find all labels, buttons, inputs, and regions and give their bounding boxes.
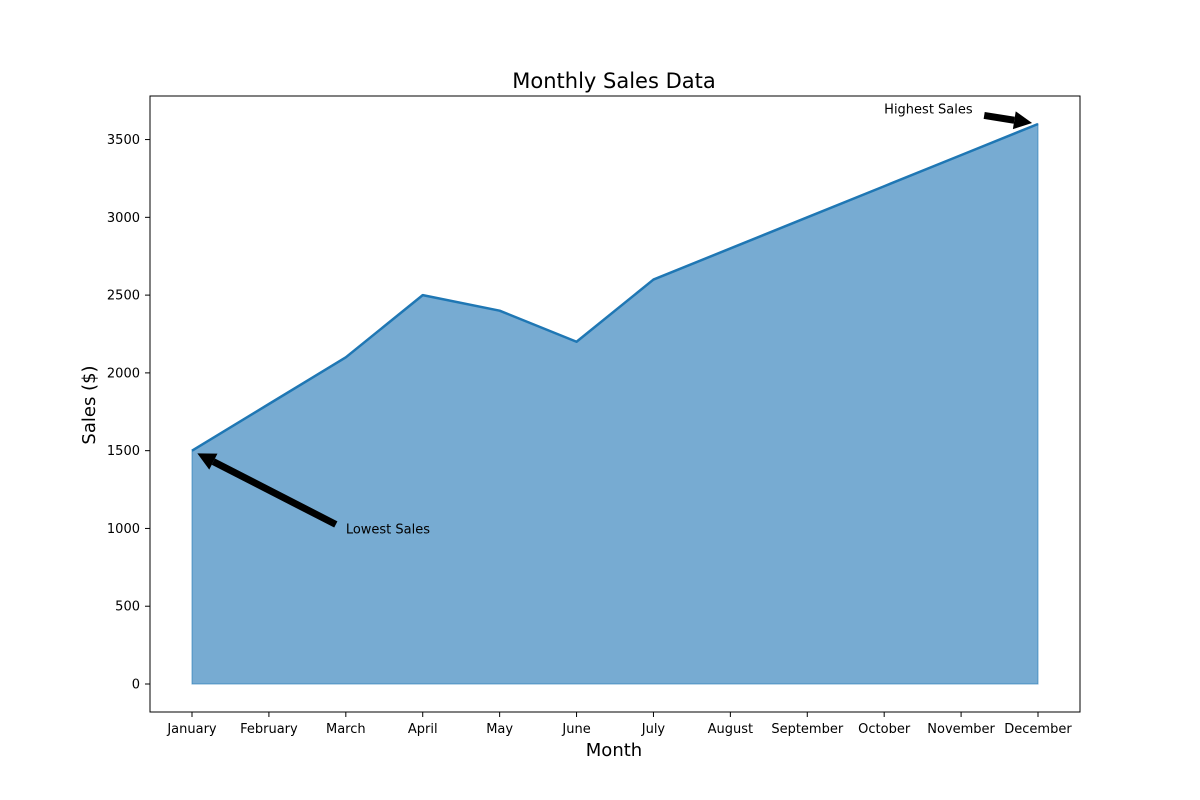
annotation-text: Highest Sales [884,102,973,117]
x-tick-label: December [1004,722,1072,737]
annotation-arrow-head [1012,111,1033,130]
series-line [191,122,1039,452]
y-tick-label: 3500 [107,133,140,148]
x-tick-label: March [326,722,366,737]
y-axis-label: Sales ($) [79,365,100,444]
y-tick-label: 2500 [107,289,140,304]
y-tick-label: 0 [132,678,140,693]
x-axis: January February March April May June July Augu… [166,712,1072,737]
x-tick-label: October [858,722,911,737]
y-tick-label: 3000 [107,211,140,226]
y-axis: 0 500 1000 1500 2000 2500 3000 3500 [107,133,150,693]
x-tick-label: June [561,722,590,737]
x-tick-label: July [641,722,666,737]
x-tick-label: November [927,722,995,737]
annotation-text: Lowest Sales [346,522,430,537]
y-tick-label: 2000 [107,366,140,381]
chart-title: Monthly Sales Data [512,69,715,93]
x-tick-label: February [240,722,298,737]
plot-area [149,95,1081,713]
y-tick-label: 1500 [107,444,140,459]
annotation-arrow-shaft [211,458,338,528]
x-tick-label: May [486,722,513,737]
x-tick-label: January [166,722,217,737]
x-tick-label: August [708,722,754,737]
annotations: Lowest Sales Highest Sales [197,102,1033,537]
x-axis-label: Month [586,740,642,761]
y-tick-label: 500 [115,600,140,615]
x-tick-label: April [408,722,438,737]
annotation-arrow-shaft [983,111,1015,124]
y-tick-label: 1000 [107,522,140,537]
plot-frame [149,95,1081,713]
area-fill [191,123,1039,685]
annotation-arrow-head [197,453,218,470]
x-tick-label: September [771,722,844,737]
